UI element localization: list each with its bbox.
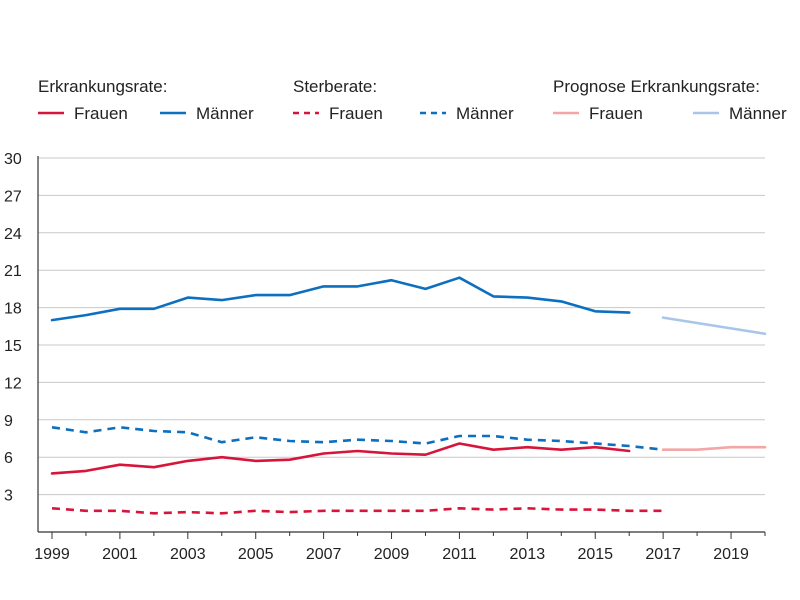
series-line-prog_f — [661, 445, 767, 452]
series-line-prog_m — [661, 316, 767, 336]
legend-group-title: Sterberate: — [293, 77, 377, 96]
y-tick-label: 6 — [4, 450, 13, 467]
series-line-erk_m — [50, 276, 631, 322]
y-tick-label: 15 — [4, 338, 22, 355]
legend-label: Frauen — [74, 104, 128, 123]
x-tick-label: 1999 — [34, 546, 70, 563]
y-tick-label: 24 — [4, 226, 22, 243]
legend: Erkrankungsrate: Frauen Männer Sterberate: F… — [38, 77, 787, 123]
x-tick-label: 2017 — [645, 546, 681, 563]
axes: 3 6 9 12 15 18 21 24 27 30 1999 2001 2003 2005 2007 200… — [4, 151, 766, 563]
legend-label: Männer — [196, 104, 254, 123]
series-line-erk_f — [50, 442, 631, 475]
legend-group-title: Erkrankungsrate: — [38, 77, 167, 96]
y-tick-label: 30 — [4, 151, 22, 168]
x-tick-label: 2013 — [510, 546, 546, 563]
y-tick-label: 27 — [4, 188, 22, 205]
x-tick-label: 2005 — [238, 546, 274, 563]
x-tick-label: 2011 — [442, 546, 477, 563]
legend-label: Männer — [456, 104, 514, 123]
y-tick-label: 18 — [4, 301, 22, 318]
legend-group-title: Prognose Erkrankungsrate: — [553, 77, 760, 96]
x-tick-label: 2007 — [306, 546, 342, 563]
legend-label: Frauen — [329, 104, 383, 123]
grid — [38, 157, 765, 496]
series-line-ster_f — [51, 506, 664, 515]
x-tick-label: 2019 — [713, 546, 749, 563]
legend-label: Männer — [729, 104, 787, 123]
y-tick-label: 3 — [4, 488, 13, 505]
x-tick-label: 2015 — [577, 546, 613, 563]
y-tick-label: 12 — [4, 375, 22, 392]
series-group — [50, 276, 767, 515]
x-tick-label: 2009 — [374, 546, 410, 563]
legend-label: Frauen — [589, 104, 643, 123]
x-tick-label: 2001 — [102, 546, 138, 563]
series-line-ster_m — [51, 425, 664, 451]
y-tick-label: 9 — [4, 413, 13, 430]
y-tick-label: 21 — [4, 263, 22, 280]
x-tick-label: 2003 — [170, 546, 206, 563]
